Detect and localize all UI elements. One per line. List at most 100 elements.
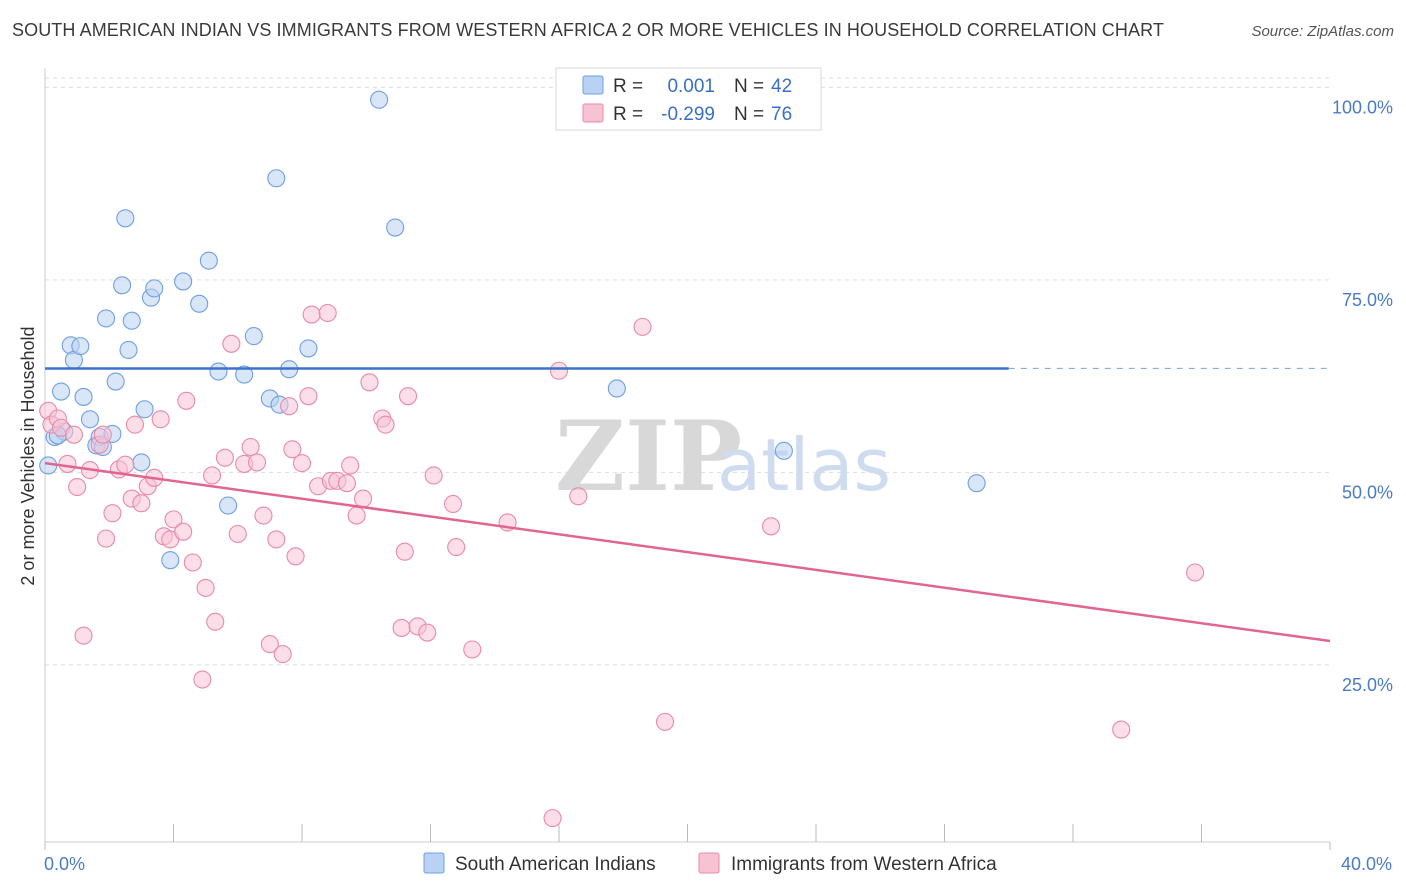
point-south-american-indians	[607, 379, 626, 398]
y-tick-label: 75.0%	[1342, 290, 1393, 310]
legend-r-value-blue: 0.001	[667, 76, 715, 97]
chart-title: SOUTH AMERICAN INDIAN VS IMMIGRANTS FROM…	[12, 20, 1164, 40]
legend-n-label-pink: N =	[734, 104, 764, 125]
point-immigrants-western-africa	[347, 506, 366, 525]
point-immigrants-western-africa	[196, 578, 215, 597]
x-tick-label: 0.0%	[44, 854, 85, 874]
point-immigrants-western-africa	[58, 454, 77, 473]
point-south-american-indians	[96, 309, 116, 328]
point-immigrants-western-africa	[280, 397, 299, 416]
point-immigrants-western-africa	[341, 456, 360, 475]
point-immigrants-western-africa	[93, 425, 112, 444]
point-immigrants-western-africa	[103, 504, 122, 523]
point-immigrants-western-africa	[254, 506, 273, 525]
point-immigrants-western-africa	[247, 453, 267, 472]
point-immigrants-western-africa	[1186, 563, 1205, 582]
series-legend: South American Indians Immigrants from W…	[423, 852, 997, 875]
legend-r-label-pink: R =	[613, 104, 643, 125]
legend-swatch-blue	[582, 75, 604, 95]
point-south-american-indians	[132, 453, 151, 472]
point-south-american-indians	[174, 272, 193, 291]
point-immigrants-western-africa	[116, 455, 135, 474]
series-legend-label-pink: Immigrants from Western Africa	[731, 854, 997, 875]
point-immigrants-western-africa	[292, 454, 312, 473]
point-south-american-indians	[116, 209, 135, 228]
point-immigrants-western-africa	[543, 809, 562, 828]
legend-n-label-blue: N =	[734, 76, 764, 97]
point-south-american-indians	[774, 441, 793, 460]
point-south-american-indians	[135, 400, 154, 419]
point-south-american-indians	[386, 218, 405, 237]
point-south-american-indians	[967, 474, 986, 493]
point-immigrants-western-africa	[222, 334, 241, 353]
point-immigrants-western-africa	[360, 373, 379, 392]
point-immigrants-western-africa	[655, 712, 675, 731]
point-immigrants-western-africa	[302, 305, 321, 324]
point-immigrants-western-africa	[215, 448, 234, 467]
point-immigrants-western-africa	[286, 547, 305, 566]
point-south-american-indians	[209, 362, 228, 381]
point-immigrants-western-africa	[241, 437, 260, 457]
trend-lines	[44, 367, 1331, 643]
point-south-american-indians	[106, 372, 125, 391]
point-immigrants-western-africa	[376, 415, 395, 434]
legend-r-value-pink: -0.299	[661, 104, 715, 125]
point-immigrants-western-africa	[151, 410, 170, 429]
tick-labels: 100.0% 75.0% 50.0% 25.0% 0.0% 40.0%	[44, 97, 1393, 874]
point-immigrants-western-africa	[125, 415, 144, 434]
point-immigrants-western-africa	[337, 474, 357, 493]
point-immigrants-western-africa	[260, 635, 279, 654]
point-south-american-indians	[299, 339, 318, 358]
chart-source: Source: ZipAtlas.com	[1251, 23, 1394, 40]
point-south-american-indians	[113, 276, 132, 295]
point-immigrants-western-africa	[424, 466, 443, 485]
point-immigrants-western-africa	[549, 361, 569, 380]
y-axis-label: 2 or more Vehicles in Household	[18, 326, 38, 585]
axes	[44, 68, 1331, 850]
point-immigrants-western-africa	[203, 466, 222, 485]
point-immigrants-western-africa	[267, 530, 286, 549]
point-immigrants-western-africa	[569, 487, 588, 506]
legend-swatch-pink	[582, 103, 604, 123]
series-legend-swatch-pink	[698, 852, 720, 874]
x-tick-label: 40.0%	[1341, 854, 1392, 874]
watermark: ZIP atlas	[555, 400, 891, 513]
stats-legend: R = 0.001 N = 42 R = -0.299 N = 76	[555, 67, 822, 131]
point-south-american-indians	[122, 311, 141, 330]
point-south-american-indians	[199, 251, 218, 270]
legend-n-value-blue: 42	[771, 76, 792, 97]
point-south-american-indians	[370, 90, 389, 109]
point-south-american-indians	[52, 382, 71, 401]
y-tick-label: 100.0%	[1332, 97, 1393, 117]
point-south-american-indians	[244, 327, 263, 346]
point-immigrants-western-africa	[299, 387, 318, 406]
point-south-american-indians	[119, 340, 138, 360]
point-immigrants-western-africa	[273, 645, 292, 664]
point-south-american-indians	[71, 337, 90, 356]
point-immigrants-western-africa	[761, 517, 781, 536]
point-immigrants-western-africa	[183, 553, 202, 572]
point-immigrants-western-africa	[283, 440, 302, 459]
point-immigrants-western-africa	[68, 477, 87, 497]
point-immigrants-western-africa	[633, 317, 652, 336]
point-immigrants-western-africa	[398, 387, 418, 406]
legend-r-label-blue: R =	[613, 76, 643, 97]
point-immigrants-western-africa	[443, 494, 463, 514]
point-immigrants-western-africa	[174, 522, 193, 541]
series-legend-swatch-blue	[423, 852, 445, 874]
trend-line-immigrants-western-africa	[44, 461, 1331, 643]
point-immigrants-western-africa	[206, 612, 225, 631]
point-immigrants-western-africa	[392, 618, 411, 637]
point-immigrants-western-africa	[228, 524, 247, 544]
point-immigrants-western-africa	[132, 494, 151, 513]
point-immigrants-western-africa	[353, 489, 373, 508]
point-immigrants-western-africa	[395, 542, 414, 561]
y-tick-label: 50.0%	[1342, 482, 1393, 502]
point-immigrants-western-africa	[164, 510, 183, 529]
point-south-american-indians	[219, 496, 238, 515]
point-immigrants-western-africa	[74, 626, 93, 645]
legend-n-value-pink: 76	[771, 104, 792, 125]
watermark-atlas: atlas	[717, 423, 891, 507]
point-south-american-indians	[235, 365, 254, 384]
point-immigrants-western-africa	[447, 538, 466, 557]
